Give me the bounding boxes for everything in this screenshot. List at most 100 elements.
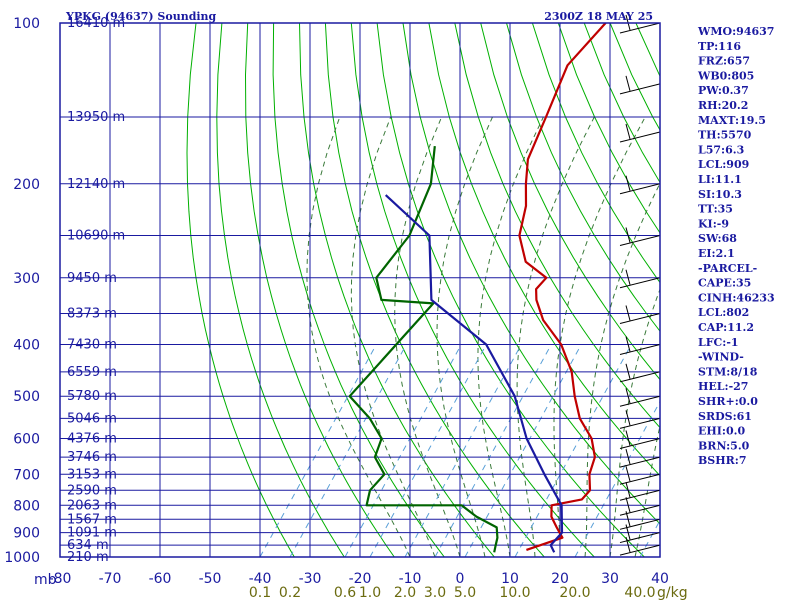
pressure-unit-label: mb — [34, 572, 57, 588]
mixing-ratio-line — [574, 400, 660, 557]
index-value: SI:10.3 — [698, 188, 742, 201]
temperature-tick-label: -60 — [149, 571, 172, 587]
moist-adiabat — [436, 116, 493, 557]
height-label: 5780 m — [67, 389, 117, 404]
parcel-profile — [384, 194, 564, 553]
dry-adiabat — [791, 23, 800, 557]
index-value: TT:35 — [698, 203, 733, 216]
index-value: TP:116 — [698, 40, 741, 53]
temperature-tick-label: -70 — [99, 571, 122, 587]
pressure-tick-label: 800 — [13, 498, 40, 514]
index-value: FRZ:657 — [698, 55, 750, 68]
mixing-ratio-label: 3.0 — [424, 585, 446, 600]
index-value: PW:0.37 — [698, 84, 749, 97]
pressure-tick-label: 300 — [13, 271, 40, 287]
moist-adiabat — [584, 182, 660, 557]
temperature-tick-label: -50 — [199, 571, 222, 587]
wind-barb — [619, 363, 661, 383]
index-value: WMO:94637 — [697, 25, 774, 38]
pressure-tick-label: 400 — [13, 338, 40, 354]
moist-adiabat — [306, 116, 411, 557]
pressure-tick-label: 600 — [13, 432, 40, 448]
moist-adiabat — [516, 116, 595, 557]
index-value: CINH:46233 — [698, 291, 775, 304]
temperature-tick-label: -10 — [399, 571, 422, 587]
height-label: 210 m — [67, 550, 109, 565]
moist-adiabat — [350, 116, 436, 557]
temperature-tick-label: 20 — [551, 571, 569, 587]
wind-barb — [619, 536, 661, 556]
height-label: 3153 m — [67, 467, 117, 482]
wind-barb — [619, 388, 661, 407]
index-value: L57:6.3 — [698, 143, 744, 156]
index-value: -WIND- — [698, 351, 744, 364]
moist-adiabat — [477, 116, 544, 557]
index-value: TH:5570 — [698, 129, 752, 142]
dewpoint-profile — [348, 145, 499, 553]
index-value: BRN:5.0 — [698, 439, 750, 452]
moist-adiabat — [609, 288, 660, 557]
temperature-tick-label: 10 — [501, 571, 519, 587]
pressure-tick-label: 1000 — [4, 550, 40, 566]
wind-barb — [619, 336, 661, 355]
temperature-tick-label: 0 — [456, 571, 465, 587]
index-value: EHI:0.0 — [698, 425, 745, 438]
dry-adiabat — [765, 23, 800, 557]
height-label: 4376 m — [67, 432, 117, 447]
index-value: STM:8/18 — [698, 365, 758, 378]
index-value: -PARCEL- — [698, 262, 757, 275]
index-value: MAXT:19.5 — [698, 114, 766, 127]
height-label: 12140 m — [67, 177, 125, 192]
dry-adiabat — [740, 23, 800, 557]
wind-barb — [619, 175, 661, 195]
temperature-tick-label: 40 — [651, 571, 669, 587]
pressure-tick-label: 200 — [13, 177, 40, 193]
wind-barb — [619, 448, 661, 468]
mixing-ratio-line — [289, 344, 407, 557]
plot-frame — [59, 22, 661, 558]
pressure-tick-label: 500 — [13, 389, 40, 405]
temperature-tick-label: -20 — [349, 571, 372, 587]
index-value: CAP:11.2 — [698, 321, 754, 334]
pressure-tick-label: 900 — [13, 526, 40, 542]
index-value: SHR+:0.0 — [698, 395, 758, 408]
valid-time: 2300Z 18 MAY 25 — [544, 10, 653, 23]
height-label: 6559 m — [67, 365, 117, 380]
index-value: SW:68 — [698, 232, 737, 245]
index-value: WB0:805 — [697, 69, 754, 82]
height-label: 1091 m — [67, 526, 117, 541]
index-value: LI:11.1 — [698, 173, 742, 186]
index-value: LFC:-1 — [698, 336, 739, 349]
moist-adiabat — [553, 116, 646, 557]
index-value: EI:2.1 — [698, 247, 735, 260]
index-value: CAPE:35 — [698, 277, 751, 290]
mixing-ratio-label: 10.0 — [499, 585, 530, 600]
height-label: 3746 m — [67, 450, 117, 465]
moist-adiabat — [394, 116, 461, 557]
wind-barb — [619, 227, 661, 246]
height-label: 1567 m — [67, 512, 117, 527]
temperature-tick-label: 30 — [601, 571, 619, 587]
height-label: 9450 m — [67, 271, 117, 286]
mixing-ratio-label: 0.1 — [249, 585, 271, 600]
index-value: RH:20.2 — [698, 99, 748, 112]
mixing-ratio-label: 1.0 — [359, 585, 381, 600]
index-value: SRDS:61 — [698, 410, 752, 423]
background-lines — [60, 23, 800, 557]
mixing-ratio-line — [434, 344, 552, 557]
temperature-profile — [518, 23, 607, 551]
wind-barb — [619, 410, 661, 429]
height-label: 13950 m — [67, 110, 125, 125]
mixing-ratio-label: 20.0 — [559, 585, 590, 600]
mixing-ratio-line — [344, 344, 462, 557]
pressure-tick-label: 100 — [13, 16, 40, 32]
height-label: 8373 m — [67, 307, 117, 322]
height-label: 2063 m — [67, 498, 117, 513]
mixing-ratio-label: 2.0 — [394, 585, 416, 600]
mixing-ratio-line — [369, 344, 487, 557]
mixing-ratio-line — [464, 344, 582, 557]
temperature-tick-label: -40 — [249, 571, 272, 587]
wind-barb — [619, 430, 661, 450]
profile-lines — [348, 23, 607, 553]
